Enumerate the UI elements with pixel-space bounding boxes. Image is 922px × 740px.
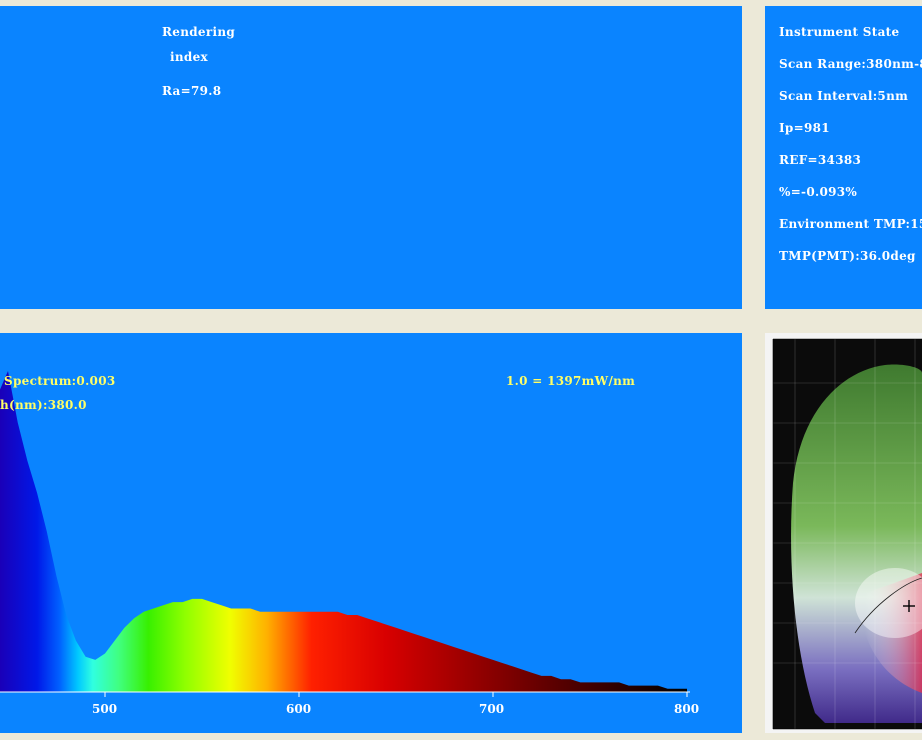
percent-value: %=-0.093% xyxy=(779,185,858,199)
ip-value: Ip=981 xyxy=(779,121,830,135)
instrument-state-panel: Instrument State Scan Range:380nm-8 Scan… xyxy=(765,6,922,309)
rendering-title: Rendering xyxy=(162,25,236,39)
wavelength-label: h(nm):380.0 xyxy=(0,398,87,412)
rendering-index-panel: Rendering index Ra=79.8 xyxy=(0,6,742,309)
scan-interval: Scan Interval:5nm xyxy=(779,89,909,103)
cie-chromaticity-icon xyxy=(772,338,922,730)
spectrum-value-label: Spectrum:0.003 xyxy=(4,374,116,388)
scale-label: 1.0 = 1397mW/nm xyxy=(506,374,636,388)
pmt-tmp: TMP(PMT):36.0deg xyxy=(779,249,916,263)
chromaticity-point-marker xyxy=(903,600,915,612)
cie-chromaticity-panel xyxy=(765,333,922,733)
spectrum-chart xyxy=(0,371,690,697)
ref-value: REF=34383 xyxy=(779,153,862,167)
environment-tmp: Environment TMP:15 xyxy=(779,217,922,231)
rendering-subtitle: index xyxy=(170,50,208,64)
spectrum-panel: Spectrum:0.003 h(nm):380.0 1.0 = 1397mW/… xyxy=(0,333,742,733)
x-tick-500: 500 xyxy=(92,702,118,716)
spectrum-series-area xyxy=(0,371,687,692)
scan-range: Scan Range:380nm-8 xyxy=(779,57,922,71)
spectrum-area xyxy=(0,371,687,692)
x-tick-700: 700 xyxy=(479,702,505,716)
ra-value: Ra=79.8 xyxy=(162,84,222,98)
instrument-state-title: Instrument State xyxy=(779,25,900,39)
x-tick-600: 600 xyxy=(286,702,312,716)
x-tick-800: 800 xyxy=(674,702,700,716)
